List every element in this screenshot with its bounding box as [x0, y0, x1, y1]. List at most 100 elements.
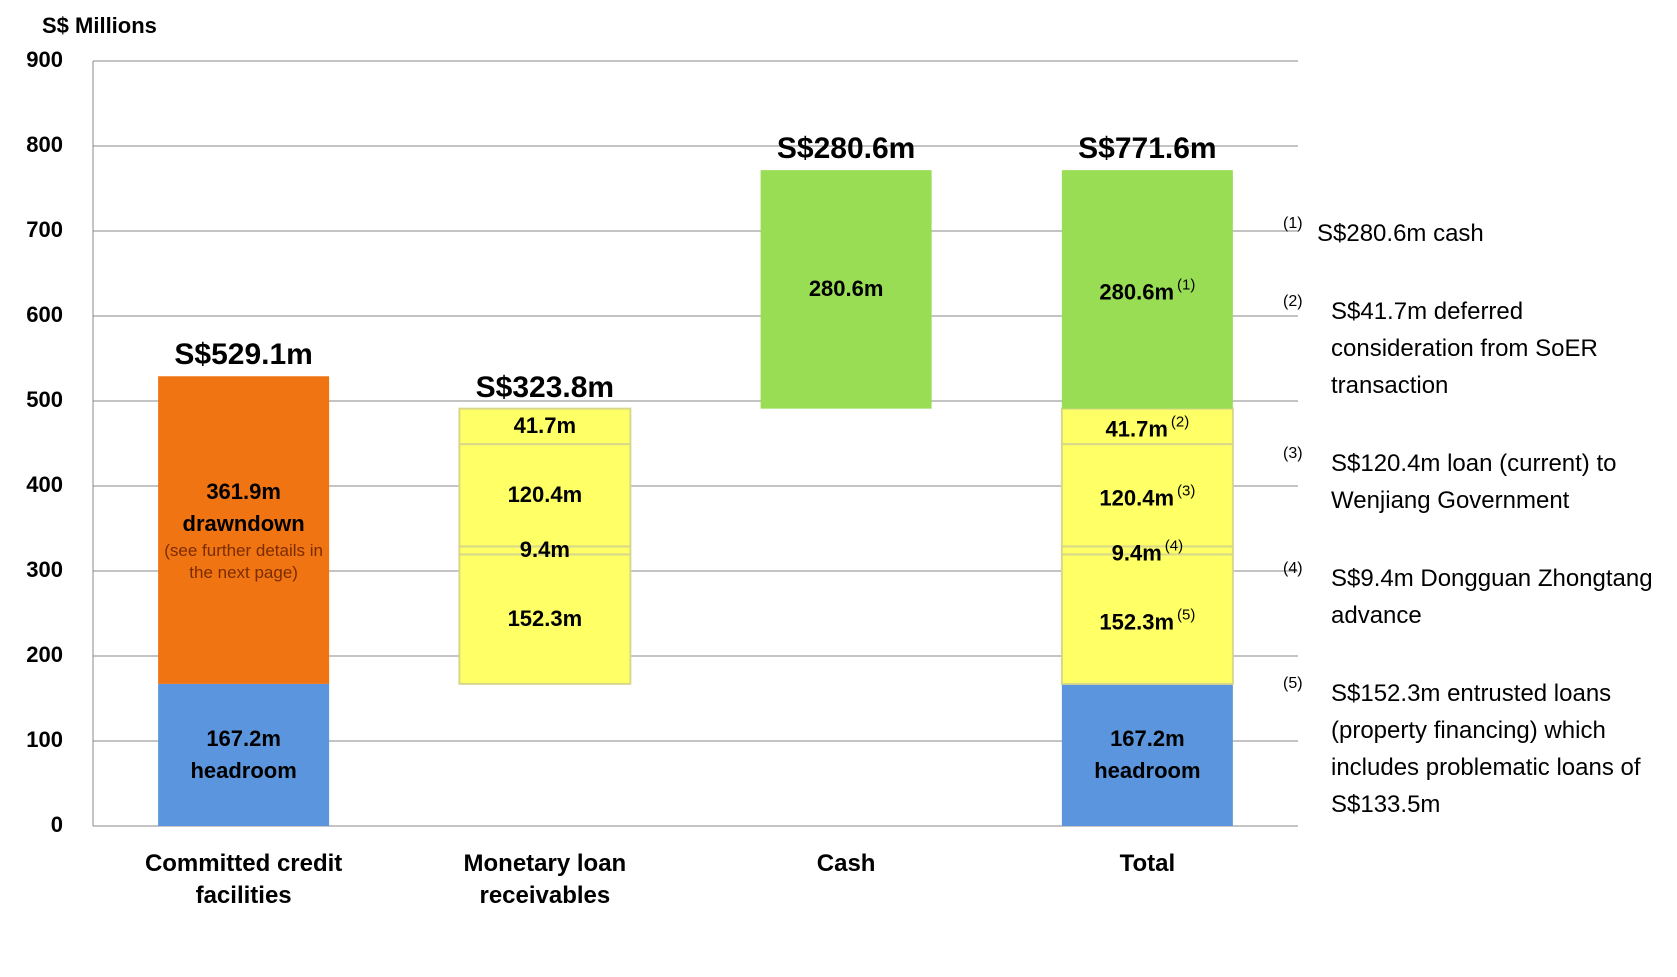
segment-subnote: (see further details in the next page) [158, 540, 329, 584]
y-tick-label: 600 [26, 302, 63, 327]
footnote-text-content: S$120.4m loan (current) to Wenjiang Gove… [1331, 450, 1617, 514]
value-label: 167.2m [206, 725, 281, 751]
segment-subnote-text: (see further details in the next page) [164, 541, 323, 583]
value-label: 280.6m [808, 276, 884, 302]
value-label: 361.9m [206, 479, 281, 505]
segment-label-line: 9.4m (4) [1062, 531, 1233, 570]
y-tick-label: 900 [26, 47, 63, 72]
bar-segment [1061, 683, 1233, 826]
segment-label: 280.6m [761, 273, 932, 305]
y-tick-label: 200 [26, 642, 63, 667]
footnote: (4) S$9.4m Dongguan Zhongtang advance [1283, 560, 1668, 634]
footnote-text: S$152.3m entrusted loans (property finan… [1331, 675, 1668, 823]
segment-label: 9.4m [459, 534, 630, 566]
bar-segment [458, 407, 632, 446]
footnote-text: S$41.7m deferred consideration from SoER… [1331, 293, 1668, 404]
segment-label: 167.2m headroom [158, 723, 329, 787]
bar-segment [458, 553, 632, 685]
value-label: 9.4m [519, 537, 570, 563]
footnote-text-content: S$9.4m Dongguan Zhongtang advance [1331, 565, 1653, 629]
bar-segment [760, 170, 932, 409]
bar-segment [158, 683, 330, 826]
footnote: (3) S$120.4m loan (current) to Wenjiang G… [1283, 445, 1668, 519]
value-label: 41.7m [513, 413, 577, 439]
footnote: (5) S$152.3m entrusted loans (property fi… [1283, 675, 1668, 823]
footnote: (1) S$280.6m cash [1283, 215, 1668, 252]
y-axis-title: S$ Millions [42, 13, 157, 38]
segment-label: 120.4m [459, 479, 630, 511]
total-label: S$529.1m [94, 338, 394, 372]
value-label: 167.2m [1110, 725, 1185, 751]
segment-note: headroom [1062, 755, 1233, 787]
footnote-text-content: S$280.6m cash [1317, 220, 1484, 247]
segment-label: 361.9m drawndown (see further details in t… [158, 476, 329, 584]
footnote-text: S$280.6m cash [1317, 215, 1668, 252]
segment-label-line: 41.7m [459, 410, 630, 442]
total-label-text: S$280.6m [776, 132, 916, 166]
segment-label-line: 120.4m [459, 479, 630, 511]
total-label-text: S$529.1m [174, 338, 313, 372]
segment-label-line: 9.4m [459, 534, 630, 566]
segment-label: 9.4m (4) [1062, 531, 1233, 570]
segment-label: 167.2m headroom [1062, 723, 1233, 787]
segment-label-line: 167.2m [158, 723, 329, 755]
x-tick-text: Total [1119, 850, 1176, 877]
footnote-marker: (4) [1164, 537, 1184, 555]
footnote-text-content: S$41.7m deferred consideration from SoER… [1331, 298, 1598, 399]
value-label: 41.7m [1105, 416, 1168, 442]
bar-segment [158, 376, 330, 684]
bar-segment [1060, 443, 1234, 548]
segment-note-text: headroom [1094, 757, 1201, 783]
segment-note-text: drawndown [182, 511, 305, 537]
value-label: 9.4m [1111, 540, 1162, 566]
total-label: S$771.6m [997, 132, 1297, 166]
footnote-marker: (1) [1283, 215, 1303, 232]
footnote-marker: (4) [1283, 560, 1303, 577]
segment-note-text: headroom [190, 757, 297, 783]
footnote-text: S$9.4m Dongguan Zhongtang advance [1331, 560, 1668, 634]
y-tick-label: 100 [26, 727, 63, 752]
segment-label-line: 167.2m [1062, 723, 1233, 755]
x-tick-label: Cash [716, 848, 976, 880]
segment-label: 120.4m (3) [1062, 476, 1233, 515]
x-tick-label: Committed credit facilities [114, 848, 374, 912]
y-tick-label: 400 [26, 472, 63, 497]
bar-segment [458, 443, 632, 548]
x-tick-text: Committed credit facilities [144, 850, 343, 909]
value-label: 152.3m [1099, 609, 1175, 635]
x-tick-label: Monetary loan receivables [415, 848, 675, 912]
segment-note: drawndown [158, 508, 329, 540]
footnote: (2) S$41.7m deferred consideration from S… [1283, 293, 1668, 404]
total-label-text: S$323.8m [475, 370, 615, 404]
footnote-marker: (2) [1170, 413, 1190, 431]
footnote-marker: (1) [1177, 276, 1196, 294]
value-label: 120.4m [507, 482, 583, 508]
segment-label: 152.3m [459, 603, 630, 635]
segment-label-line: 361.9m [158, 476, 329, 508]
footnote-marker: (3) [1283, 445, 1303, 462]
bar-segment [1060, 553, 1234, 685]
x-tick-text: Monetary loan receivables [463, 850, 627, 909]
value-label: 152.3m [507, 606, 583, 632]
segment-label: 280.6m (1) [1062, 270, 1233, 309]
footnote-marker: (5) [1177, 606, 1196, 624]
segment-label-line: 152.3m [459, 603, 630, 635]
bar-segment [1061, 170, 1233, 409]
y-tick-label: 700 [26, 217, 63, 242]
segment-label: 41.7m (2) [1062, 407, 1233, 446]
segment-label-line: 152.3m (5) [1062, 600, 1233, 639]
value-label: 120.4m [1099, 485, 1175, 511]
footnote-marker: (2) [1283, 293, 1303, 310]
footnote-text: S$120.4m loan (current) to Wenjiang Gove… [1331, 445, 1668, 519]
footnote-text-content: S$152.3m entrusted loans (property finan… [1331, 680, 1641, 818]
x-tick-label: Total [1017, 848, 1277, 880]
y-tick-label: 800 [26, 132, 63, 157]
footnote-marker: (3) [1177, 482, 1196, 500]
value-label: 280.6m [1099, 279, 1175, 305]
y-tick-label: 500 [26, 387, 63, 412]
total-label-text: S$771.6m [1078, 132, 1217, 166]
segment-note: headroom [158, 755, 329, 787]
segment-label-line: 280.6m [761, 273, 932, 305]
